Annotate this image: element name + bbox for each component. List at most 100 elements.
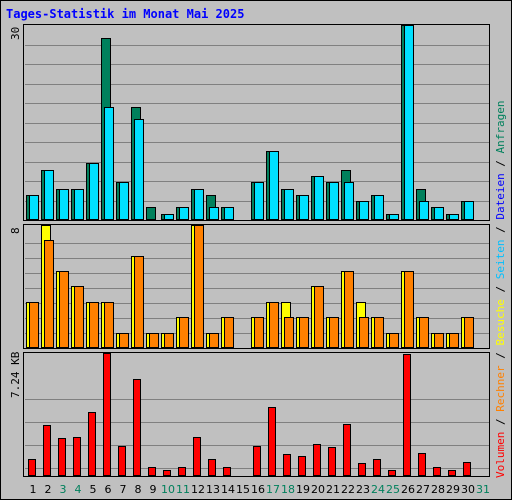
legend-dateien: Dateien — [494, 173, 507, 219]
bar-rechner-day-18 — [284, 317, 294, 348]
day-label-29: 29 — [446, 483, 460, 496]
day-label-11: 11 — [176, 483, 190, 496]
bar-rechner-day-3 — [59, 271, 69, 348]
bar-rechner-day-30 — [464, 317, 474, 348]
chart-bars — [26, 25, 474, 476]
day-label-25: 25 — [386, 483, 400, 496]
bar-volumen-day-24 — [373, 459, 381, 476]
bar-dateien-day-24 — [374, 195, 384, 220]
day-label-18: 18 — [281, 483, 295, 496]
day-label-16: 16 — [251, 483, 265, 496]
bar-dateien-day-6 — [104, 107, 114, 220]
day-label-30: 30 — [461, 483, 475, 496]
day-label-19: 19 — [296, 483, 310, 496]
bar-dateien-day-17 — [269, 151, 279, 220]
day-label-21: 21 — [326, 483, 340, 496]
bar-rechner-day-19 — [299, 317, 309, 348]
bar-volumen-day-2 — [43, 425, 51, 476]
bar-volumen-day-28 — [433, 467, 441, 476]
bar-volumen-day-20 — [313, 444, 321, 476]
legend-rechner: Rechner — [494, 365, 507, 412]
bar-rechner-day-6 — [104, 302, 114, 348]
bar-dateien-day-27 — [419, 201, 429, 220]
day-label-28: 28 — [431, 483, 445, 496]
bar-rechner-day-7 — [119, 333, 129, 348]
bar-volumen-day-21 — [328, 447, 336, 476]
bar-rechner-day-5 — [89, 302, 99, 348]
bar-rechner-day-8 — [134, 256, 144, 348]
day-label-22: 22 — [341, 483, 355, 496]
bar-dateien-day-5 — [89, 163, 99, 220]
bar-dateien-day-21 — [329, 182, 339, 220]
bar-rechner-day-9 — [149, 333, 159, 348]
day-label-6: 6 — [105, 483, 112, 496]
day-label-1: 1 — [30, 483, 37, 496]
bar-volumen-day-19 — [298, 456, 306, 476]
bar-rechner-day-29 — [449, 333, 459, 348]
bar-dateien-day-29 — [449, 214, 459, 220]
bar-dateien-day-8 — [134, 119, 144, 220]
day-label-27: 27 — [416, 483, 430, 496]
day-label-23: 23 — [356, 483, 370, 496]
day-label-12: 12 — [191, 483, 205, 496]
bar-dateien-day-11 — [179, 207, 189, 220]
bar-volumen-day-3 — [58, 438, 66, 476]
bar-rechner-day-12 — [194, 225, 204, 348]
bottom-max-label: 7.24 KB — [9, 351, 22, 398]
bar-rechner-day-24 — [374, 317, 384, 348]
bar-dateien-day-4 — [74, 189, 84, 220]
day-label-20: 20 — [311, 483, 325, 496]
bar-dateien-day-23 — [359, 201, 369, 220]
bar-volumen-day-30 — [463, 462, 471, 476]
bar-dateien-day-13 — [209, 207, 219, 220]
bar-dateien-day-19 — [299, 195, 309, 220]
bar-rechner-day-1 — [29, 302, 39, 348]
day-label-17: 17 — [266, 483, 280, 496]
day-label-15: 15 — [236, 483, 250, 496]
bar-dateien-day-22 — [344, 182, 354, 220]
day-label-5: 5 — [90, 483, 97, 496]
legend-sep-4: / — [494, 220, 507, 240]
bar-volumen-day-23 — [358, 463, 366, 476]
bar-volumen-day-7 — [118, 446, 126, 476]
bar-rechner-day-22 — [344, 271, 354, 348]
day-label-14: 14 — [221, 483, 235, 496]
bar-dateien-day-30 — [464, 201, 474, 220]
bar-dateien-day-18 — [284, 189, 294, 220]
bar-rechner-day-11 — [179, 317, 189, 348]
legend-sep-3: / — [494, 279, 507, 299]
bar-rechner-day-23 — [359, 317, 369, 348]
bar-dateien-day-10 — [164, 214, 174, 220]
bar-dateien-day-1 — [29, 195, 39, 220]
bar-rechner-day-16 — [254, 317, 264, 348]
day-label-24: 24 — [371, 483, 385, 496]
top-max-label: 30 — [9, 27, 22, 40]
day-labels: 1 2 3 4 5 6 7 8 9 10 11 12 13 14 15 16 17 18 19 20 21 22 23 24 2… — [30, 483, 491, 496]
bar-volumen-day-6 — [103, 353, 111, 476]
bar-volumen-day-4 — [73, 437, 81, 476]
legend-seiten: Seiten — [494, 240, 507, 280]
right-legend: Volumen / Rechner / Besuche / Seiten / D… — [494, 100, 507, 478]
bar-volumen-day-17 — [268, 407, 276, 476]
bar-volumen-day-5 — [88, 412, 96, 476]
bar-rechner-day-20 — [314, 286, 324, 348]
bar-dateien-day-16 — [254, 182, 264, 220]
day-label-7: 7 — [120, 483, 127, 496]
bar-dateien-day-2 — [44, 170, 54, 220]
legend-sep-5: / — [494, 153, 507, 173]
day-label-9: 9 — [150, 483, 157, 496]
bar-rechner-day-25 — [389, 333, 399, 348]
bar-rechner-day-17 — [269, 302, 279, 348]
day-label-4: 4 — [75, 483, 82, 496]
bar-volumen-day-12 — [193, 437, 201, 476]
bar-volumen-day-11 — [178, 467, 186, 476]
bar-rechner-day-28 — [434, 333, 444, 348]
legend-besuche: Besuche — [494, 299, 507, 345]
bar-anfragen-day-9 — [146, 207, 156, 220]
bar-rechner-day-4 — [74, 286, 84, 348]
bar-volumen-day-22 — [343, 424, 351, 476]
day-label-26: 26 — [401, 483, 415, 496]
day-label-31: 31 — [476, 483, 490, 496]
bar-dateien-day-14 — [224, 207, 234, 220]
